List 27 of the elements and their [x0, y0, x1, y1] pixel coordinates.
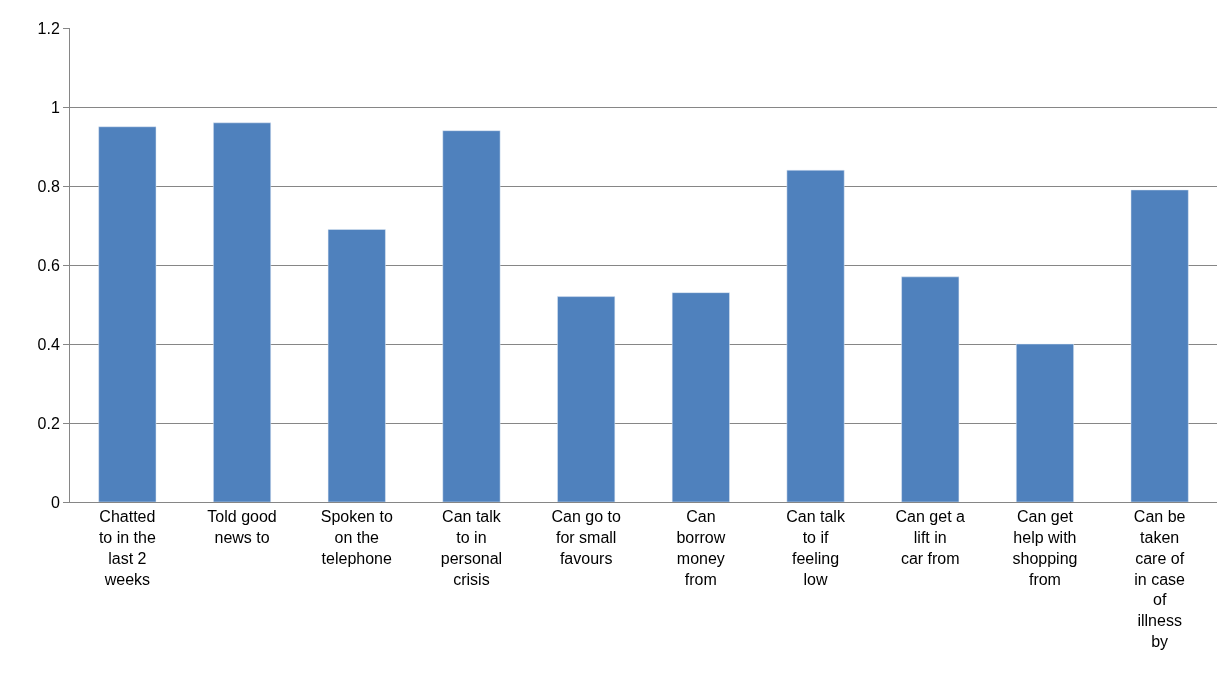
- y-tick-label: 1.2: [37, 19, 60, 37]
- bar: [901, 276, 960, 502]
- x-tick-label: Can borrow money from: [676, 508, 726, 588]
- bar: [442, 130, 501, 502]
- y-tick-label: 0.6: [37, 256, 60, 274]
- bar: [98, 126, 157, 502]
- y-tick-label: 0.2: [37, 414, 60, 432]
- bar: [1130, 189, 1189, 502]
- x-tick-label: Can go to for small favours: [551, 508, 621, 567]
- bar: [557, 296, 616, 502]
- x-tick-label: Chatted to in the last 2 weeks: [98, 508, 156, 588]
- x-tick-label: Can get help with shopping from: [1012, 508, 1078, 588]
- bar: [671, 292, 730, 502]
- x-tick-label: Can talk to in personal crisis: [440, 508, 503, 588]
- x-tick-label: Spoken to on the telephone: [320, 508, 393, 567]
- x-tick-label: Told good news to: [207, 508, 277, 546]
- x-tick-label: Can be taken care of in case of illness by: [1133, 508, 1186, 650]
- x-tick-label: Can talk to if feeling low: [786, 508, 846, 588]
- y-tick-label: 0.8: [37, 177, 60, 195]
- bar: [1016, 343, 1074, 502]
- bar: [786, 169, 845, 502]
- x-tick-label: Can get a lift in car from: [895, 508, 966, 567]
- bar: [327, 229, 386, 502]
- y-tick-label: 0: [50, 493, 60, 511]
- bar: [213, 122, 271, 502]
- y-tick-label: 0.4: [37, 335, 60, 353]
- y-tick-label: 1: [50, 98, 60, 116]
